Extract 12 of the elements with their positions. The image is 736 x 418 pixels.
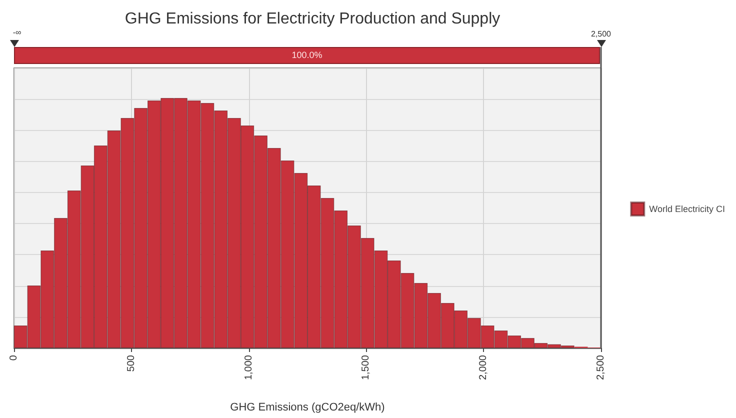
x-tick-label: 500 [126,354,137,372]
x-axis-title: GHG Emissions (gCO2eq/kWh) [230,402,385,414]
x-tick-label: 1,000 [243,354,254,380]
x-tick-label: 2,000 [478,354,490,380]
range-strip: 100.0% [14,47,600,64]
x-tick-label: 1,500 [360,354,372,380]
ref-line-label: 2,500 [590,30,612,38]
x-tick-label: 0 [8,354,20,361]
text: -∞ [12,28,22,38]
chart-title: GHG Emissions for Electricity Production and Supply [124,10,500,28]
legend-label: World Electricity CI [649,204,726,214]
x-tick-label: 2,500 [596,354,606,380]
